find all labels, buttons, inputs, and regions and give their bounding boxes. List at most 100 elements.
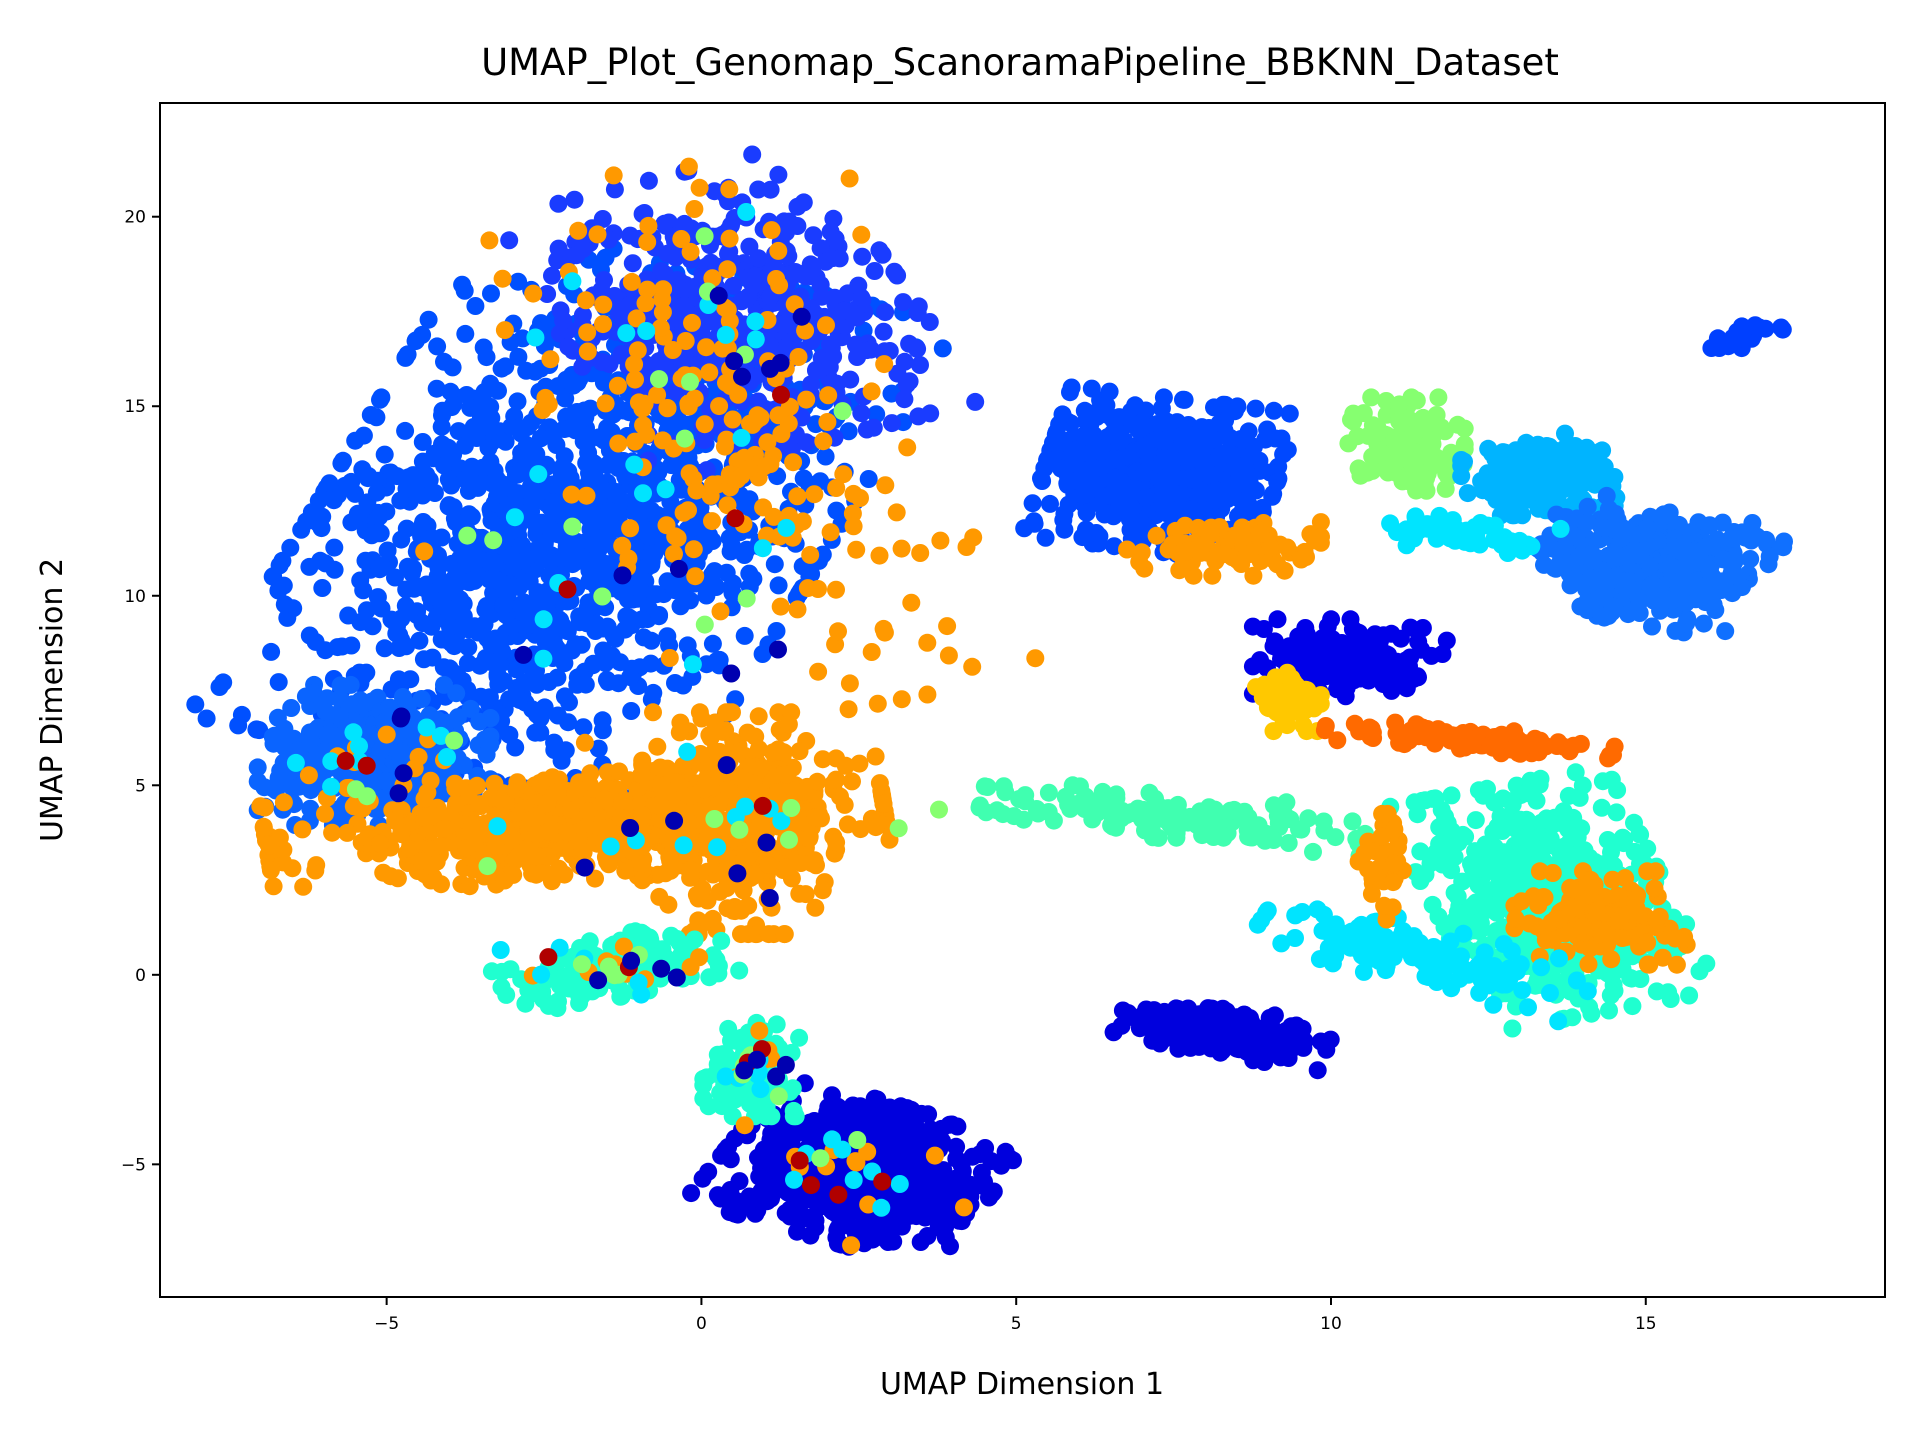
data-point: [746, 266, 765, 285]
data-point: [255, 778, 274, 797]
data-point: [704, 475, 722, 494]
data-point: [892, 1117, 911, 1136]
data-point: [446, 779, 465, 798]
data-point: [584, 535, 603, 554]
data-point: [802, 854, 821, 873]
data-point: [331, 676, 350, 695]
data-point: [710, 397, 729, 416]
data-point: [622, 272, 641, 291]
data-point: [492, 359, 511, 378]
data-point: [778, 858, 797, 877]
data-point: [786, 1107, 805, 1126]
data-point: [634, 628, 653, 647]
data-point: [1075, 401, 1094, 420]
data-point: [1036, 528, 1055, 547]
data-point: [466, 297, 485, 315]
data-point: [612, 987, 631, 1006]
data-point: [594, 295, 613, 314]
data-point: [436, 819, 454, 838]
data-point: [371, 741, 390, 760]
data-point: [415, 809, 434, 828]
data-point: [414, 650, 433, 669]
data-point: [772, 315, 791, 334]
data-point: [665, 581, 684, 600]
data-point: [850, 754, 869, 773]
data-point: [508, 392, 527, 411]
data-point: [378, 541, 397, 560]
data-point: [827, 749, 846, 768]
data-point: [393, 688, 412, 706]
data-point: [872, 244, 891, 263]
data-point: [651, 758, 670, 777]
scatter-points: [186, 145, 1793, 1256]
data-point: [676, 332, 695, 350]
data-point: [372, 557, 391, 575]
data-point: [618, 590, 637, 609]
data-point: [439, 497, 458, 516]
data-point: [700, 968, 719, 987]
data-point: [480, 231, 499, 250]
data-point: [918, 633, 937, 652]
data-point: [862, 643, 881, 661]
data-point: [669, 310, 688, 329]
data-point: [767, 1015, 786, 1034]
data-point: [1258, 420, 1277, 439]
data-point: [565, 404, 584, 423]
data-point: [699, 1162, 718, 1181]
data-point: [537, 590, 556, 609]
data-point: [517, 436, 536, 455]
data-point: [419, 310, 438, 329]
data-point: [489, 381, 507, 400]
data-point: [639, 216, 658, 235]
data-point: [387, 624, 406, 643]
data-point: [779, 715, 798, 734]
data-point: [809, 662, 828, 681]
data-point: [456, 324, 475, 343]
data-point: [790, 742, 809, 761]
data-point: [873, 1104, 892, 1123]
data-point: [406, 332, 425, 351]
data-point: [538, 285, 557, 303]
data-point: [724, 276, 743, 295]
data-point: [346, 484, 365, 503]
data-point: [911, 356, 929, 374]
data-point: [840, 674, 859, 693]
data-point: [638, 233, 657, 251]
data-point: [819, 386, 838, 405]
data-point: [309, 491, 328, 510]
data-point: [723, 410, 742, 429]
data-point: [569, 780, 588, 799]
data-point: [621, 226, 640, 245]
data-point: [599, 673, 618, 692]
data-point: [531, 429, 550, 448]
data-point: [813, 750, 832, 769]
data-point: [330, 707, 349, 726]
data-point: [186, 695, 205, 714]
data-point: [548, 668, 567, 687]
data-point: [1154, 388, 1173, 407]
data-point: [746, 727, 765, 746]
data-point: [703, 565, 721, 584]
data-point: [621, 668, 640, 687]
data-point: [720, 528, 739, 547]
data-point: [604, 166, 623, 185]
data-point: [580, 572, 599, 591]
data-point: [507, 660, 526, 679]
data-point: [859, 470, 878, 488]
data-point: [459, 481, 478, 500]
data-point: [356, 551, 375, 570]
data-point: [740, 1094, 759, 1113]
data-point: [717, 703, 736, 722]
data-point: [697, 461, 716, 480]
data-point: [1264, 401, 1283, 420]
data-point: [593, 721, 612, 740]
data-point: [500, 690, 519, 709]
data-point: [1023, 494, 1042, 513]
data-point: [821, 523, 840, 542]
data-point: [902, 593, 921, 612]
data-point: [576, 291, 595, 310]
data-point: [644, 683, 663, 702]
data-point: [495, 321, 514, 340]
data-point: [485, 774, 504, 793]
data-point: [885, 262, 904, 281]
